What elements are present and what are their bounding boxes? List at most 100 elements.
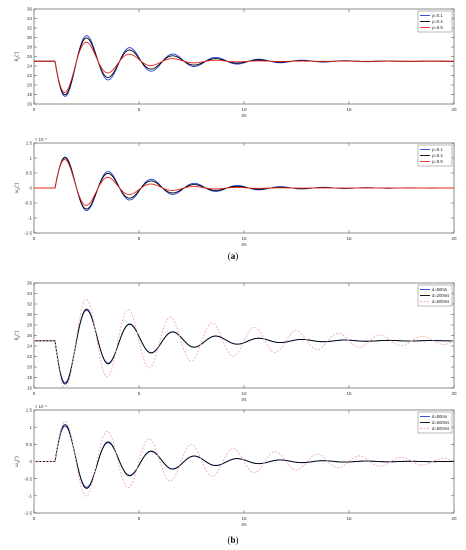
x-tick-label: 15 xyxy=(346,236,352,241)
series-line-3 xyxy=(34,298,454,388)
y-tick-label: 32 xyxy=(27,26,33,31)
x-axis-label: t/s xyxy=(241,242,247,248)
x-tick-label: 10 xyxy=(241,236,247,241)
legend-entry-2: d=200ms xyxy=(432,293,449,298)
y-axis-exponent: × 10⁻³ xyxy=(35,137,47,142)
x-tick-label: 5 xyxy=(138,391,141,396)
y-tick-label: 1 xyxy=(29,156,32,161)
y-axis-label: ω0(°) xyxy=(14,182,21,193)
y-tick-label: 28 xyxy=(27,45,33,50)
series-group xyxy=(34,421,454,497)
legend-entry-1: ρ=0.1 xyxy=(432,147,443,152)
series-group xyxy=(34,298,454,388)
x-tick-label: 10 xyxy=(241,107,247,112)
x-tick-label: 15 xyxy=(346,516,352,521)
x-tick-label: 20 xyxy=(451,516,457,521)
y-axis-label-symbol: ω xyxy=(14,189,20,193)
legend-entry-2: ρ=0.4 xyxy=(432,19,443,24)
x-tick-label: 20 xyxy=(451,236,457,241)
y-axis-label-subscript: 0 xyxy=(17,461,21,463)
y-tick-label: 1.5 xyxy=(26,408,33,413)
x-tick-label: 0 xyxy=(33,236,36,241)
x-axis-label: t/s xyxy=(241,113,247,119)
y-tick-label: -1.5 xyxy=(24,511,32,516)
y-tick-label: -0.5 xyxy=(24,201,32,206)
x-axis-label: t/s xyxy=(241,397,247,403)
series-group xyxy=(34,156,454,211)
y-tick-label: 22 xyxy=(27,73,33,78)
chart-4: 0 5 10 15 20-1.5-1-0.500.511.5t/sω0(°)× 10⁻³… xyxy=(14,404,457,528)
x-tick-label: 5 xyxy=(138,236,141,241)
y-axis-label-subscript: 0 xyxy=(17,188,21,190)
series-line-3 xyxy=(34,421,454,497)
y-tick-label: 28 xyxy=(27,323,33,328)
y-axis-label-unit: (°) xyxy=(14,182,20,188)
y-tick-label: 1 xyxy=(29,425,32,430)
chart-3: 0 5 10 15 201618202224262830323436t/sδ0(°)d=… xyxy=(14,281,457,403)
series-line-2 xyxy=(34,424,454,489)
y-axis-label: δ0(°) xyxy=(14,51,21,61)
legend-entry-2: d=500ms xyxy=(432,420,449,425)
series-line-3 xyxy=(34,159,454,206)
legend: ρ=0.1ρ=0.4ρ=0.9 xyxy=(417,10,453,33)
y-axis-exponent: × 10⁻³ xyxy=(35,404,47,409)
y-tick-label: -1 xyxy=(28,216,32,221)
y-axis-label: δ0(°) xyxy=(14,330,21,340)
y-axis-label-symbol: δ xyxy=(14,58,20,61)
y-tick-label: -1.5 xyxy=(24,231,32,236)
y-tick-label: -1 xyxy=(28,493,32,498)
caption-b: (b) xyxy=(227,535,239,545)
y-tick-label: 36 xyxy=(27,7,33,12)
series-group xyxy=(34,35,454,97)
y-axis-label-subscript: 0 xyxy=(17,57,21,59)
y-tick-label: 18 xyxy=(27,375,33,380)
x-tick-label: 10 xyxy=(241,516,247,521)
y-axis-label-unit: (°) xyxy=(14,330,20,336)
x-tick-label: 0 xyxy=(33,516,36,521)
x-tick-label: 15 xyxy=(346,391,352,396)
y-axis-label-symbol: ω xyxy=(14,463,20,467)
plot-frame xyxy=(33,8,455,105)
y-tick-label: 0.5 xyxy=(26,171,33,176)
legend-box xyxy=(417,284,453,307)
y-axis-label-subscript: 0 xyxy=(17,336,21,338)
legend-entry-1: d=50ms xyxy=(432,287,447,292)
y-tick-label: 24 xyxy=(27,64,33,69)
x-tick-label: 0 xyxy=(33,107,36,112)
y-tick-label: 0.5 xyxy=(26,442,33,447)
y-axis-label-unit: (°) xyxy=(14,51,20,57)
x-tick-label: 15 xyxy=(346,107,352,112)
y-tick-label: -0.5 xyxy=(24,476,32,481)
x-tick-label: 20 xyxy=(451,107,457,112)
y-tick-label: 36 xyxy=(27,281,33,286)
y-tick-label: 32 xyxy=(27,302,33,307)
y-tick-label: 22 xyxy=(27,354,33,359)
y-tick-label: 30 xyxy=(27,312,33,317)
y-axis-label: ω0(°) xyxy=(14,456,21,467)
x-axis-label: t/s xyxy=(241,522,247,528)
x-tick-label: 5 xyxy=(138,107,141,112)
y-tick-label: 0 xyxy=(29,186,32,191)
legend-entry-3: ρ=0.9 xyxy=(432,25,443,30)
chart-2: 0 5 10 15 20-1.5-1-0.500.511.5t/sω0(°)× 10⁻³… xyxy=(14,137,457,248)
y-tick-label: 30 xyxy=(27,35,33,40)
legend-box xyxy=(417,10,453,33)
caption-a: (a) xyxy=(227,251,239,261)
legend: ρ=0.1ρ=0.4ρ=0.9 xyxy=(417,144,453,167)
legend-box xyxy=(417,144,453,167)
y-tick-label: 34 xyxy=(27,16,33,21)
legend-entry-2: ρ=0.4 xyxy=(432,153,443,158)
y-tick-label: 34 xyxy=(27,291,33,296)
y-tick-label: 26 xyxy=(27,333,33,338)
legend-box xyxy=(417,411,453,434)
chart-1: 0 5 10 15 201618202224262830323436t/sδ0(°)ρ=… xyxy=(14,7,457,119)
legend-entry-3: d=500ms xyxy=(432,426,449,431)
legend-entry-3: d=500ms xyxy=(432,299,449,304)
y-tick-label: 16 xyxy=(27,386,33,391)
series-line-3 xyxy=(34,41,454,93)
y-tick-label: 16 xyxy=(27,102,33,107)
